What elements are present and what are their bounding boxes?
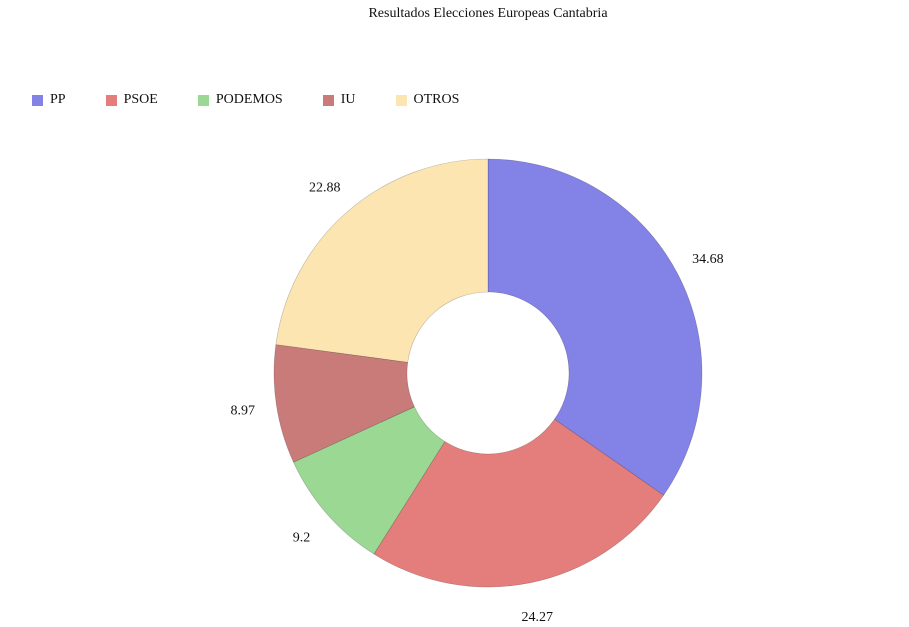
chart-title: Resultados Elecciones Europeas Cantabria [368, 6, 608, 21]
legend-swatch-pp [32, 94, 43, 106]
legend-label-pp: PP [50, 92, 66, 107]
legend-label-otros: OTROS [413, 92, 460, 107]
legend-swatch-psoe [105, 94, 117, 106]
legend-item-otros[interactable]: OTROS [395, 92, 460, 108]
legend-item-pp[interactable]: PP [32, 92, 66, 108]
legend-swatch-otros [395, 94, 407, 106]
legend-label-iu: IU [340, 92, 356, 107]
slice-label-iu: 8.97 [230, 404, 255, 419]
slice-label-podemos: 9.2 [293, 530, 311, 545]
slice-label-pp: 34.68 [692, 252, 724, 267]
slice-pp[interactable] [487, 158, 703, 496]
slice-label-psoe: 24.27 [522, 610, 554, 625]
legend-label-podemos: PODEMOS [215, 92, 283, 107]
slice-psoe[interactable] [373, 418, 665, 588]
slice-otros[interactable] [275, 158, 489, 363]
slice-iu[interactable] [273, 344, 415, 463]
slice-label-otros: 22.88 [309, 180, 341, 195]
legend-item-psoe[interactable]: PSOE [105, 92, 158, 108]
legend-item-iu[interactable]: IU [322, 92, 356, 108]
slice-labels: 34.68 24.27 9.2 8.97 22.88 [230, 180, 723, 625]
legend-swatch-iu [322, 94, 334, 106]
legend: PP PSOE PODEMOS IU OTROS [32, 90, 499, 110]
legend-label-psoe: PSOE [123, 92, 158, 107]
slice-podemos[interactable] [293, 406, 446, 555]
donut-slices [273, 158, 703, 588]
legend-swatch-podemos [197, 94, 209, 106]
legend-item-podemos[interactable]: PODEMOS [197, 92, 283, 108]
